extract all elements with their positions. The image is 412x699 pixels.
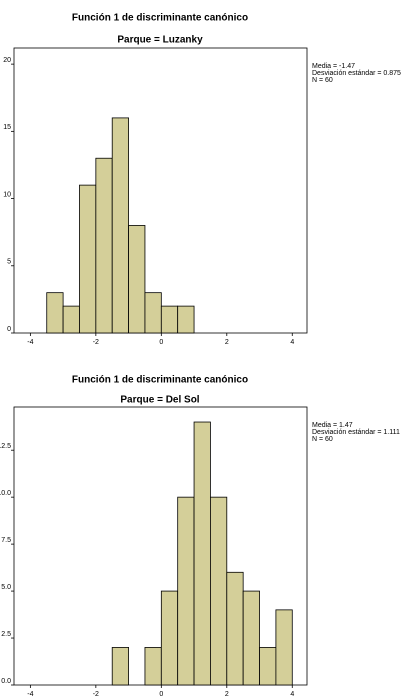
x-tick-label: -2 — [93, 339, 99, 346]
bar — [144, 647, 162, 686]
y-tick-label: 7.5 — [1, 537, 11, 544]
bar — [259, 647, 277, 686]
bar — [160, 305, 179, 334]
x-tick-label: -4 — [27, 691, 33, 698]
stat-label: Media = -1.47 — [312, 63, 355, 70]
bar — [177, 305, 195, 334]
stat-label: Media = 1.47 — [312, 422, 353, 429]
bar — [95, 157, 113, 334]
stat-label: Desviación estándar = 0.875 — [312, 70, 401, 77]
y-tick-label: 12.5 — [0, 443, 11, 450]
bar — [111, 647, 129, 686]
bar — [193, 421, 211, 686]
y-tick-label: 10.0 — [0, 490, 11, 497]
bar — [62, 305, 80, 334]
bar — [111, 117, 129, 334]
bar — [177, 496, 195, 686]
x-tick-label: -4 — [27, 339, 33, 346]
bar — [160, 590, 179, 686]
plot-area — [13, 47, 308, 334]
bar — [46, 292, 64, 334]
chart-subtitle: Parque = Luzanky — [117, 35, 203, 46]
bar — [210, 496, 228, 686]
y-tick-label: 5.0 — [1, 584, 11, 591]
bar — [144, 292, 162, 334]
stat-label: N = 60 — [312, 77, 333, 84]
x-tick-label: 4 — [290, 691, 294, 698]
x-tick-label: 2 — [225, 691, 229, 698]
y-tick-label: 0.0 — [1, 678, 11, 685]
stat-label: Desviación estándar = 1.111 — [312, 429, 400, 436]
y-tick-label: 2.5 — [1, 631, 11, 638]
chart-title: Función 1 de discriminante canónico — [72, 375, 248, 386]
chart-title: Función 1 de discriminante canónico — [72, 13, 248, 24]
stat-label: N = 60 — [312, 436, 333, 443]
plot-area — [13, 406, 308, 686]
x-tick-label: 2 — [225, 339, 229, 346]
x-tick-label: 0 — [159, 691, 163, 698]
y-tick-label: 20 — [3, 57, 11, 64]
bar — [242, 590, 260, 686]
y-tick-label: 5 — [7, 259, 11, 266]
x-tick-label: -2 — [93, 691, 99, 698]
x-tick-label: 4 — [290, 339, 294, 346]
bar — [128, 225, 146, 334]
x-tick-label: 0 — [159, 339, 163, 346]
y-tick-label: 10 — [3, 191, 11, 198]
y-tick-label: 0 — [7, 326, 11, 333]
y-tick-label: 15 — [3, 124, 11, 131]
bar — [226, 571, 244, 686]
bar — [275, 609, 293, 686]
bar — [79, 184, 97, 334]
chart-subtitle: Parque = Del Sol — [120, 395, 199, 406]
